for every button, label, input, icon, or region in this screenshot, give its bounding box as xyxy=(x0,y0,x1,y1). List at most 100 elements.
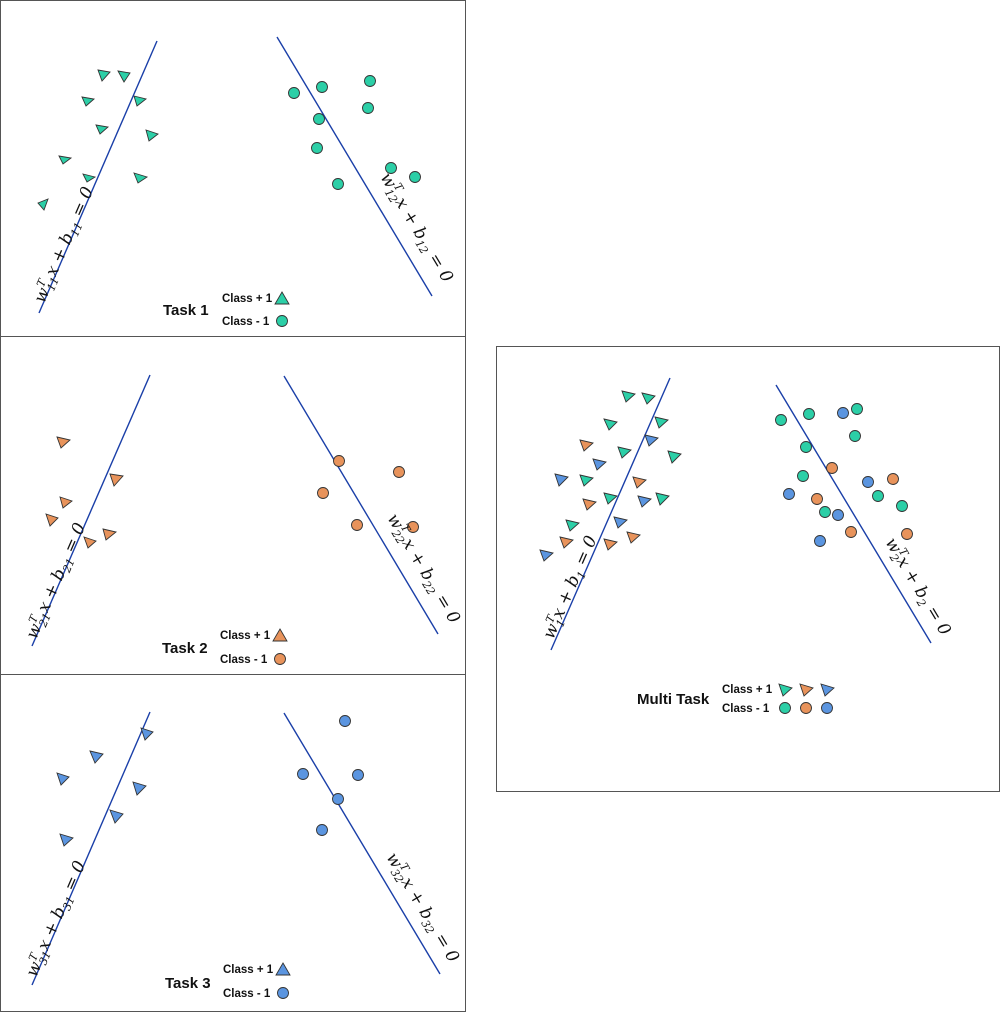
multi-triangle-point xyxy=(617,446,632,459)
task2-triangle-point xyxy=(59,496,73,509)
task3-triangle-point xyxy=(132,781,147,796)
legend-class-neg-label: Class - 1 xyxy=(722,703,770,715)
task1-circle-point xyxy=(288,87,300,99)
multi-circle-point xyxy=(803,408,815,420)
task1-legend: Class + 1 Class - 1 xyxy=(222,291,290,328)
multi-triangle-point xyxy=(554,473,569,487)
multi-left-boundary xyxy=(550,377,671,651)
legend-circle-icon xyxy=(274,653,286,665)
multi-circle-point xyxy=(775,414,787,426)
task1-triangle-point xyxy=(97,69,111,82)
legend-triangle-icon xyxy=(272,628,288,642)
multi-circle-point xyxy=(811,493,823,505)
task2-legend: Class + 1 Class - 1 xyxy=(220,628,288,666)
multi-circle-point xyxy=(814,535,826,547)
task3-class-pos-points xyxy=(56,727,154,847)
multi-circle-point xyxy=(845,526,857,538)
multi-triangle-point xyxy=(641,392,656,405)
task3-triangle-point xyxy=(89,750,104,764)
task3-triangle-point xyxy=(56,772,70,786)
legend-circle-icon xyxy=(800,702,812,714)
multi-right-equation: wT2x + b2 = 0 xyxy=(879,533,956,640)
multi-triangle-point xyxy=(539,549,554,562)
task2-triangle-point xyxy=(102,528,118,541)
task1-triangle-point xyxy=(133,172,149,184)
task1-circle-point xyxy=(364,75,376,87)
multi-triangle-point xyxy=(626,531,641,544)
task1-triangle-point xyxy=(58,155,73,165)
task2-frame xyxy=(0,336,466,675)
task1-circle-point xyxy=(311,142,323,154)
multi-triangle-point xyxy=(621,390,636,403)
multi-triangle-point xyxy=(579,439,594,452)
multi-triangle-point xyxy=(579,474,594,487)
multi-triangle-point xyxy=(582,498,597,511)
multi-triangle-point xyxy=(603,418,618,431)
multi-triangle-point xyxy=(613,516,628,529)
multi-circle-point xyxy=(896,500,908,512)
legend-triangle-icon xyxy=(799,683,814,697)
task1-triangle-point xyxy=(145,129,159,142)
separator-lines xyxy=(31,36,932,986)
legend-triangle-icon xyxy=(778,683,793,697)
task2-class-neg-points xyxy=(317,455,419,533)
legend-class-pos-label: Class + 1 xyxy=(220,630,271,642)
task2-circle-point xyxy=(393,466,405,478)
multi-triangle-point xyxy=(592,458,607,471)
multi-triangle-point xyxy=(644,434,659,447)
multi-triangle-point xyxy=(654,416,669,429)
task3-triangle-point xyxy=(59,833,74,847)
multi-circle-point xyxy=(837,407,849,419)
task3-triangle-point xyxy=(140,727,154,741)
multi-circle-point xyxy=(783,488,795,500)
multi-circle-point xyxy=(832,509,844,521)
equation-text: wT11x + b11 = 0 xyxy=(28,183,100,307)
task2-class-pos-points xyxy=(45,436,124,549)
task1-circle-point xyxy=(313,113,325,125)
equation-text: wT1x + b1 = 0 xyxy=(537,532,603,643)
multi-triangle-point xyxy=(603,492,618,505)
task1-circle-point xyxy=(385,162,397,174)
multi-right-boundary xyxy=(775,384,932,644)
multi-triangle-point xyxy=(565,519,580,532)
task1-right-boundary xyxy=(276,36,433,297)
task3-legend: Class + 1 Class - 1 xyxy=(223,962,291,1000)
equation-text: wT21x + b21 = 0 xyxy=(20,519,92,643)
equation-text: wT32x + b32 = 0 xyxy=(380,848,465,967)
multi-class-pos-points xyxy=(539,390,682,562)
legend-class-neg-label: Class - 1 xyxy=(223,988,271,1000)
task1-triangle-point xyxy=(81,96,96,107)
task1-class-pos-points xyxy=(37,69,159,211)
task2-right-boundary xyxy=(283,375,439,635)
task2-left-boundary xyxy=(31,374,151,647)
multi-circle-point xyxy=(851,403,863,415)
multi-triangle-point xyxy=(559,536,574,549)
task1-triangle-point xyxy=(37,198,49,211)
task1-triangle-point xyxy=(117,70,131,83)
task3-circle-point xyxy=(316,824,328,836)
legend-circle-icon xyxy=(277,987,289,999)
task3-left-equation: wT31x + b31 = 0 xyxy=(20,857,92,981)
task2-title: Task 2 xyxy=(162,640,208,657)
multi-triangle-point xyxy=(632,476,647,489)
task2-circle-point xyxy=(333,455,345,467)
task1-triangle-point xyxy=(95,124,110,135)
task3-circle-point xyxy=(352,769,364,781)
multi-circle-point xyxy=(826,462,838,474)
multi-circle-point xyxy=(819,506,831,518)
task1-circle-point xyxy=(362,102,374,114)
task3-class-neg-points xyxy=(297,715,364,836)
task3-frame xyxy=(0,674,466,1012)
multi-left-equation: wT1x + b1 = 0 xyxy=(537,532,603,643)
legend-circle-icon xyxy=(779,702,791,714)
task1-triangle-point xyxy=(82,173,97,183)
multi-circle-point xyxy=(800,441,812,453)
multi-task-legend: Class + 1 Class - 1 xyxy=(722,683,835,715)
equation-text: wT2x + b2 = 0 xyxy=(879,533,956,640)
multi-circle-point xyxy=(797,470,809,482)
legend-class-neg-label: Class - 1 xyxy=(220,654,268,666)
task3-right-equation: wT32x + b32 = 0 xyxy=(380,848,465,967)
multi-circle-point xyxy=(849,430,861,442)
equation-text: wT31x + b31 = 0 xyxy=(20,857,92,981)
